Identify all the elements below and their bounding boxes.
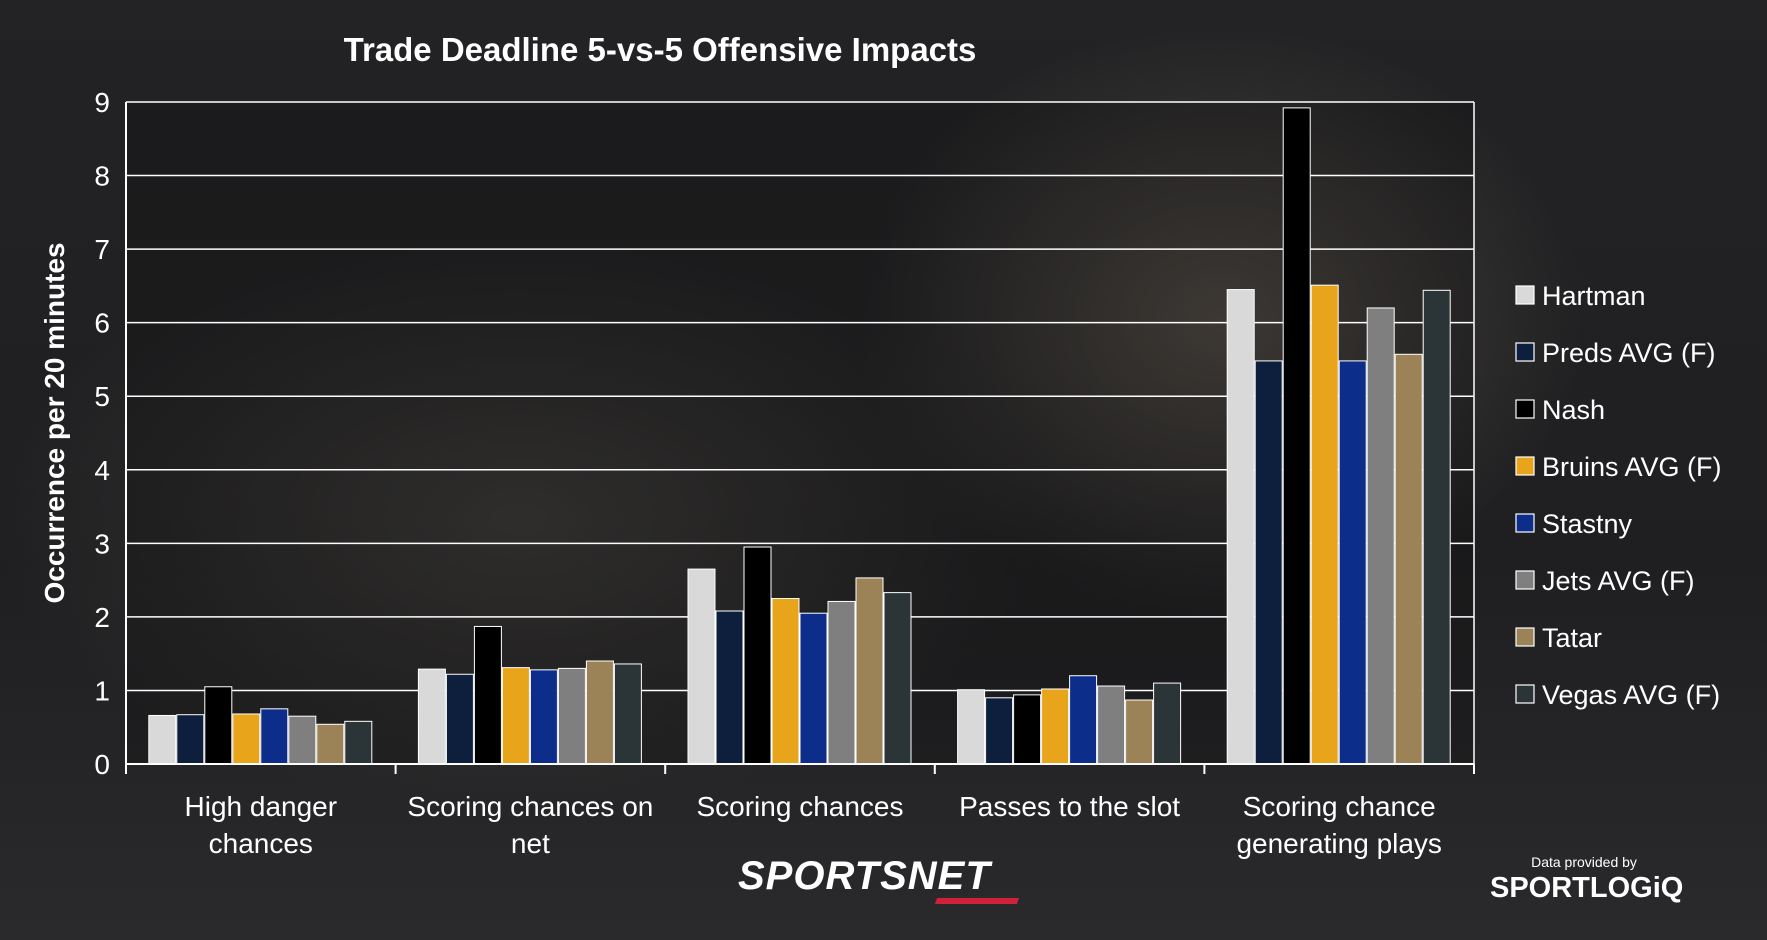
bar-stastny [799, 612, 828, 765]
bar-jets-avg-f- [1097, 685, 1126, 765]
bar-bruins-avg-f- [771, 598, 800, 765]
legend-swatch [1515, 570, 1535, 590]
y-tick-label: 1 [94, 675, 110, 706]
bar-preds-avg-f- [1254, 360, 1283, 765]
sportsnet-logo-text: SPORTSNET [738, 854, 991, 898]
legend-swatch [1515, 684, 1535, 704]
legend-swatch [1515, 285, 1535, 305]
bar-preds-avg-f- [985, 697, 1014, 765]
bar-hartman [957, 689, 986, 765]
bar-bruins-avg-f- [1310, 284, 1339, 765]
x-tick-label: generating plays [1236, 828, 1441, 859]
data-provided-label: Data provided by [1531, 854, 1637, 870]
y-tick-label: 3 [94, 528, 110, 559]
sportlogiq-logo: SPORTLOGiQ [1490, 872, 1684, 904]
bar-nash [204, 686, 233, 765]
bar-jets-avg-f- [288, 715, 317, 765]
bar-tatar [855, 577, 884, 765]
bar-vegas-avg-f- [1422, 289, 1451, 765]
bar-vegas-avg-f- [1153, 682, 1182, 765]
bar-hartman [148, 714, 177, 765]
bar-stastny [260, 708, 289, 765]
bar-hartman [417, 668, 446, 765]
bar-tatar [585, 660, 614, 765]
legend-swatch [1515, 627, 1535, 647]
x-tick-label: High danger [185, 791, 338, 822]
bar-vegas-avg-f- [344, 720, 373, 765]
sportsnet-logo: SPORTSNET [738, 854, 1038, 904]
legend-label: Hartman [1542, 281, 1646, 311]
legend-label: Vegas AVG (F) [1542, 680, 1720, 710]
y-tick-label: 9 [94, 87, 110, 118]
bar-tatar [1125, 699, 1154, 765]
legend-label: Jets AVG (F) [1542, 566, 1695, 596]
bar-hartman [687, 568, 716, 765]
legend-label: Nash [1542, 395, 1605, 425]
bar-bruins-avg-f- [501, 667, 530, 765]
bar-vegas-avg-f- [613, 663, 642, 765]
x-tick-label: Passes to the slot [959, 791, 1180, 822]
legend-label: Stastny [1542, 509, 1633, 539]
bar-bruins-avg-f- [1041, 688, 1070, 765]
legend-label: Tatar [1542, 623, 1602, 653]
bar-jets-avg-f- [1366, 307, 1395, 765]
x-tick-label: Scoring chance [1243, 791, 1436, 822]
bar-nash [1282, 107, 1311, 765]
legend-swatch [1515, 456, 1535, 476]
y-axis-label: Occurrence per 20 minutes [39, 242, 70, 603]
sportsnet-logo-swoosh [934, 898, 1020, 904]
bar-tatar [316, 723, 345, 765]
bar-preds-avg-f- [445, 673, 474, 765]
bar-vegas-avg-f- [883, 592, 912, 765]
legend-swatch [1515, 399, 1535, 419]
legend-label: Preds AVG (F) [1542, 338, 1716, 368]
y-tick-label: 7 [94, 234, 110, 265]
y-tick-label: 5 [94, 381, 110, 412]
bar-preds-avg-f- [715, 610, 744, 765]
bar-bruins-avg-f- [232, 713, 261, 765]
bar-nash [473, 625, 502, 765]
x-tick-label: chances [209, 828, 313, 859]
bar-nash [1013, 694, 1042, 765]
legend-swatch [1515, 513, 1535, 533]
bar-nash [743, 546, 772, 765]
bar-hartman [1226, 289, 1255, 765]
legend-label: Bruins AVG (F) [1542, 452, 1722, 482]
y-tick-label: 4 [94, 455, 110, 486]
y-tick-label: 2 [94, 602, 110, 633]
bar-jets-avg-f- [557, 667, 586, 765]
bar-jets-avg-f- [827, 600, 856, 765]
y-tick-label: 0 [94, 749, 110, 780]
bar-stastny [1069, 675, 1098, 765]
chart-title: Trade Deadline 5-vs-5 Offensive Impacts [344, 31, 977, 68]
y-tick-label: 6 [94, 308, 110, 339]
x-tick-label: net [511, 828, 550, 859]
x-tick-label: Scoring chances [696, 791, 903, 822]
y-tick-label: 8 [94, 161, 110, 192]
x-tick-label: Scoring chances on [407, 791, 653, 822]
bar-preds-avg-f- [176, 714, 205, 765]
bar-tatar [1394, 353, 1423, 765]
legend-swatch [1515, 342, 1535, 362]
bar-stastny [1338, 360, 1367, 765]
bar-stastny [529, 669, 558, 765]
